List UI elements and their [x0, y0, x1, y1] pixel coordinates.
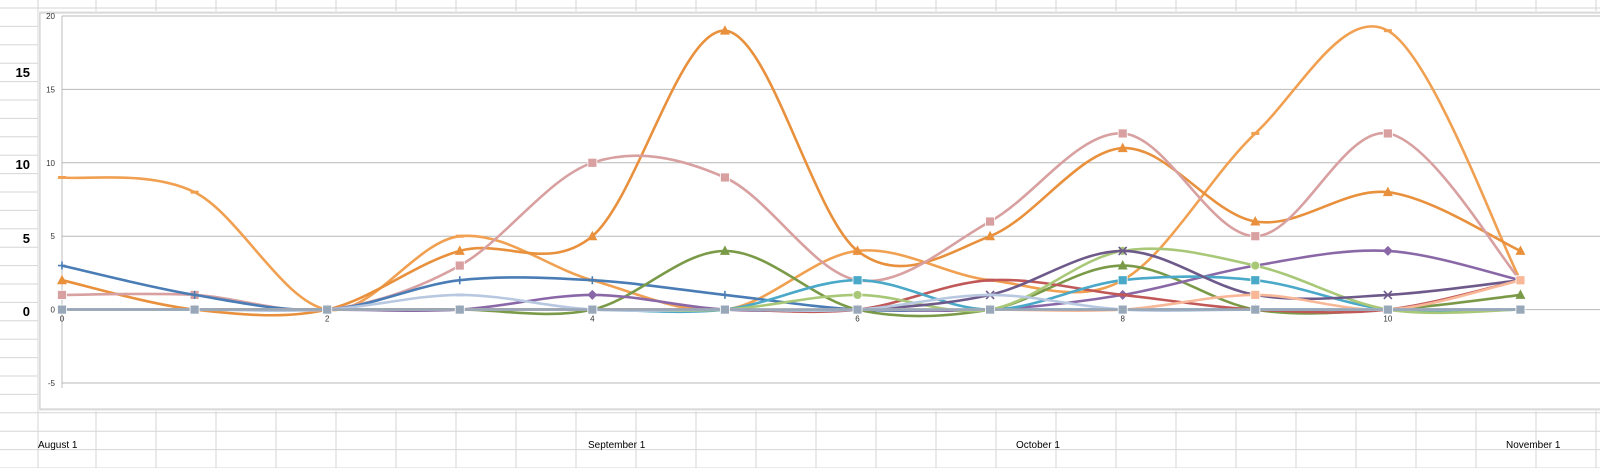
- x-tick-label: 4: [590, 315, 595, 324]
- x-tick-label: 8: [1120, 315, 1125, 324]
- y-tick-label: 5: [51, 232, 56, 241]
- data-point[interactable]: [985, 230, 996, 241]
- data-point[interactable]: [1118, 246, 1128, 256]
- data-point[interactable]: [1250, 275, 1261, 286]
- data-point[interactable]: [1382, 245, 1393, 256]
- data-point[interactable]: [720, 290, 729, 299]
- data-point[interactable]: [322, 304, 333, 315]
- month-label: October 1: [1016, 440, 1060, 451]
- x-tick-labels: 0 2 4 6 8 10: [60, 315, 1393, 324]
- data-point[interactable]: [1117, 128, 1128, 139]
- data-point[interactable]: [986, 293, 995, 297]
- y-tick-label: 0: [51, 306, 56, 315]
- x-tick-label: 2: [325, 315, 330, 324]
- data-point[interactable]: [852, 245, 863, 255]
- data-point[interactable]: [985, 216, 996, 227]
- chart-frame[interactable]: [39, 12, 1600, 410]
- data-point[interactable]: [587, 157, 598, 168]
- data-point[interactable]: [1250, 260, 1261, 271]
- data-point[interactable]: [455, 234, 464, 238]
- data-point[interactable]: [189, 304, 200, 315]
- data-point[interactable]: [1250, 290, 1261, 300]
- data-point[interactable]: [587, 289, 598, 300]
- data-point[interactable]: [57, 304, 67, 315]
- data-point[interactable]: [58, 261, 66, 270]
- data-point[interactable]: [1117, 260, 1128, 270]
- data-point[interactable]: [1515, 304, 1526, 315]
- data-point[interactable]: [454, 260, 465, 271]
- y-tick-labels: -5 0 5 10 15 20: [46, 12, 55, 388]
- left-axis: 15 10 5 0: [16, 65, 30, 319]
- left-axis-label: 5: [23, 231, 30, 246]
- data-point[interactable]: [455, 276, 464, 285]
- data-point[interactable]: [1250, 216, 1261, 226]
- data-point[interactable]: [1382, 128, 1393, 139]
- data-point[interactable]: [1117, 275, 1128, 286]
- data-point[interactable]: [986, 278, 995, 282]
- month-label: September 1: [588, 440, 646, 451]
- data-point[interactable]: [190, 190, 199, 194]
- y-tick-label: 10: [46, 159, 55, 168]
- data-point[interactable]: [454, 304, 465, 315]
- left-axis-label: 15: [16, 65, 30, 80]
- data-point[interactable]: [719, 25, 730, 35]
- x-tick-label: 10: [1383, 315, 1392, 324]
- x-tick-label: 6: [855, 315, 860, 324]
- data-point[interactable]: [455, 293, 464, 297]
- data-point[interactable]: [1383, 290, 1393, 300]
- y-tick-label: -5: [48, 379, 56, 388]
- data-point[interactable]: [1118, 293, 1127, 297]
- month-label: August 1: [38, 440, 78, 451]
- data-point[interactable]: [587, 230, 598, 241]
- data-point[interactable]: [1117, 142, 1128, 153]
- data-point[interactable]: [1383, 29, 1392, 33]
- data-point[interactable]: [1515, 245, 1526, 255]
- data-point[interactable]: [720, 172, 730, 183]
- data-point[interactable]: [454, 245, 465, 255]
- data-point[interactable]: [57, 274, 67, 285]
- left-axis-label: 0: [23, 304, 30, 319]
- data-point[interactable]: [1382, 186, 1393, 197]
- y-tick-label: 20: [46, 12, 55, 21]
- month-label: November 1: [1506, 440, 1561, 451]
- month-row: August 1 September 1 October 1 November …: [38, 440, 1561, 451]
- data-point[interactable]: [720, 304, 730, 315]
- data-point[interactable]: [58, 175, 66, 179]
- data-point[interactable]: [1382, 304, 1393, 315]
- data-point[interactable]: [587, 304, 598, 315]
- chart-plot: [57, 25, 1526, 318]
- data-point[interactable]: [852, 290, 863, 300]
- x-tick-label: 0: [60, 315, 65, 324]
- left-axis-label: 10: [16, 157, 30, 172]
- series-13: [57, 304, 1526, 315]
- data-point[interactable]: [985, 304, 996, 315]
- data-point[interactable]: [1515, 275, 1526, 286]
- chart-area: -5 0 5 10 15 20 0 2 4 6 8 10: [38, 11, 1600, 411]
- y-tick-label: 15: [46, 85, 55, 94]
- data-point[interactable]: [588, 276, 597, 285]
- data-point[interactable]: [1250, 304, 1261, 315]
- data-point[interactable]: [719, 245, 730, 255]
- data-point[interactable]: [1117, 304, 1128, 315]
- data-point[interactable]: [852, 304, 863, 315]
- data-point[interactable]: [1250, 231, 1261, 242]
- data-point[interactable]: [852, 275, 863, 286]
- data-point[interactable]: [190, 290, 199, 299]
- data-point[interactable]: [1515, 289, 1526, 299]
- data-point[interactable]: [57, 290, 67, 300]
- data-point[interactable]: [1251, 131, 1260, 135]
